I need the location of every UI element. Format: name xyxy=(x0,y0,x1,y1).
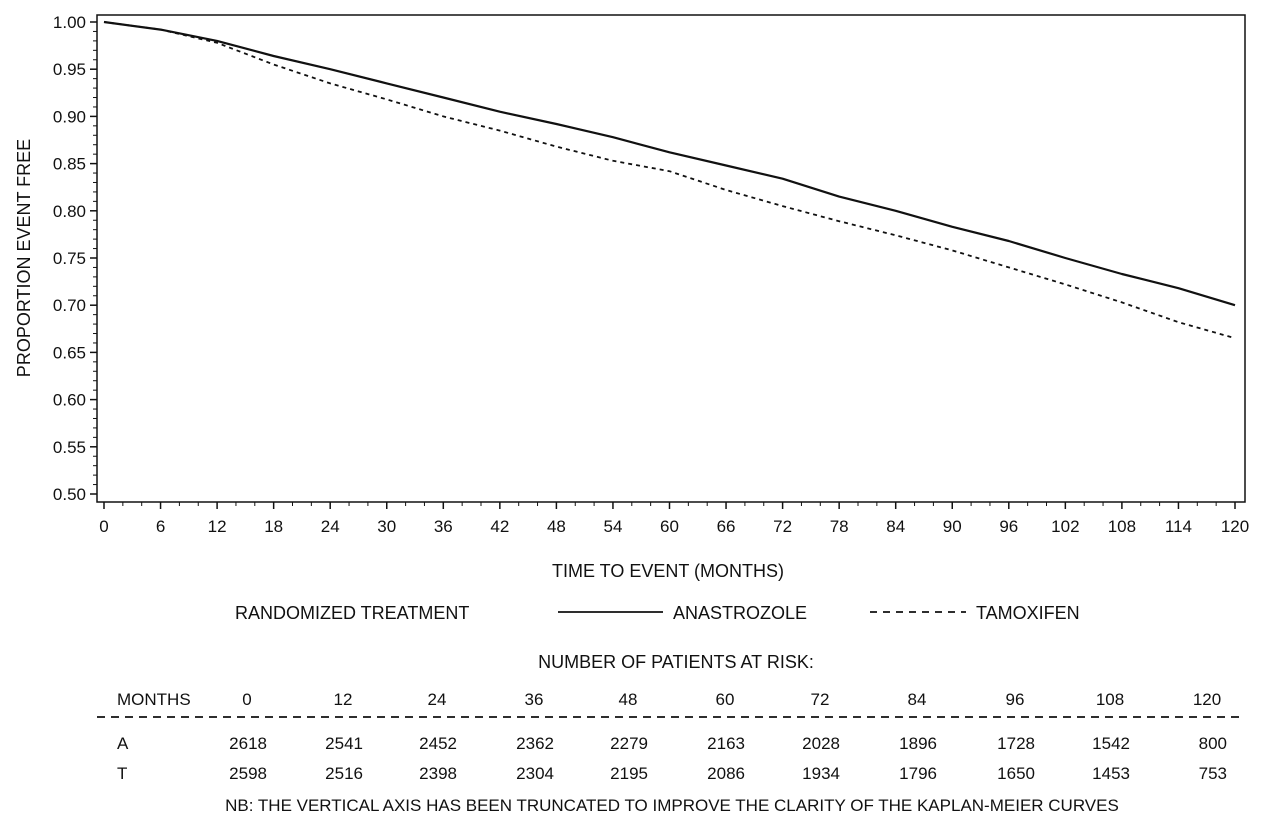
x-tick-label: 84 xyxy=(886,517,905,536)
footnote: NB: THE VERTICAL AXIS HAS BEEN TRUNCATED… xyxy=(225,796,1119,815)
risk-header-month: 48 xyxy=(619,690,638,709)
y-tick-label: 0.85 xyxy=(53,155,86,174)
x-tick-label: 30 xyxy=(377,517,396,536)
y-tick-label: 0.90 xyxy=(53,107,86,126)
risk-header-month: 108 xyxy=(1096,690,1124,709)
series-layer xyxy=(103,20,1236,340)
x-tick-label: 90 xyxy=(943,517,962,536)
y-tick-label: 0.75 xyxy=(53,249,86,268)
risk-cell-a: 2541 xyxy=(325,734,363,753)
risk-table-title: NUMBER OF PATIENTS AT RISK: xyxy=(538,652,814,672)
y-axis-title: PROPORTION EVENT FREE xyxy=(14,139,34,377)
series-line-anastrozole xyxy=(103,20,1236,307)
x-axis: 0 6 12 18 24 30 36 42 48 54 60 66 72 78 84 90 96 102 108 11… xyxy=(99,502,1249,536)
risk-cell-t: 2516 xyxy=(325,764,363,783)
x-tick-label: 6 xyxy=(156,517,165,536)
risk-cell-t: 753 xyxy=(1199,764,1227,783)
x-tick-label: 108 xyxy=(1108,517,1136,536)
x-tick-label: 12 xyxy=(208,517,227,536)
risk-row-t-label: T xyxy=(117,764,127,783)
legend-label-anastrozole: ANASTROZOLE xyxy=(673,603,807,623)
risk-cell-t: 2304 xyxy=(516,764,554,783)
risk-cell-a: 1728 xyxy=(997,734,1035,753)
risk-table: NUMBER OF PATIENTS AT RISK: MONTHS 0 12 24… xyxy=(97,652,1240,815)
x-tick-label: 102 xyxy=(1051,517,1079,536)
risk-header-month: 0 xyxy=(242,690,251,709)
x-tick-label: 96 xyxy=(999,517,1018,536)
risk-cell-a: 1542 xyxy=(1092,734,1130,753)
risk-cell-t: 2086 xyxy=(707,764,745,783)
x-tick-label: 36 xyxy=(434,517,453,536)
x-tick-label: 48 xyxy=(547,517,566,536)
x-axis-title: TIME TO EVENT (MONTHS) xyxy=(552,561,784,581)
risk-header-month: 24 xyxy=(428,690,447,709)
risk-header-month: 72 xyxy=(811,690,830,709)
risk-cell-a: 2618 xyxy=(229,734,267,753)
x-tick-label: 66 xyxy=(717,517,736,536)
risk-cell-t: 1934 xyxy=(802,764,840,783)
risk-cell-a: 800 xyxy=(1199,734,1227,753)
y-axis: 0.50 0.55 0.60 0.65 0.70 0.75 0.80 0.85 0.90 0.95… xyxy=(53,13,97,504)
risk-table-header: 0 12 24 36 48 60 72 84 96 108 120 xyxy=(242,690,1221,709)
x-tick-label: 60 xyxy=(660,517,679,536)
y-tick-label: 0.65 xyxy=(53,343,86,362)
risk-table-rows: 2618 2541 2452 2362 2279 2163 2028 1896 1728 1542… xyxy=(229,734,1227,783)
y-tick-label: 0.60 xyxy=(53,391,86,410)
risk-cell-a: 2028 xyxy=(802,734,840,753)
risk-cell-t: 2195 xyxy=(610,764,648,783)
risk-cell-t: 1650 xyxy=(997,764,1035,783)
x-tick-label: 120 xyxy=(1221,517,1249,536)
legend-label-tamoxifen: TAMOXIFEN xyxy=(976,603,1080,623)
x-tick-label: 78 xyxy=(830,517,849,536)
y-tick-label: 0.70 xyxy=(53,296,86,315)
risk-cell-a: 2362 xyxy=(516,734,554,753)
x-tick-label: 42 xyxy=(490,517,509,536)
legend: RANDOMIZED TREATMENT ANASTROZOLE TAMOXIF… xyxy=(235,603,1080,623)
y-tick-label: 0.80 xyxy=(53,202,86,221)
x-tick-label: 24 xyxy=(321,517,340,536)
x-tick-label: 72 xyxy=(773,517,792,536)
x-tick-label: 114 xyxy=(1165,517,1192,536)
risk-header-month: 12 xyxy=(334,690,353,709)
risk-cell-t: 2398 xyxy=(419,764,457,783)
risk-row-a-label: A xyxy=(117,734,129,753)
risk-header-month: 60 xyxy=(716,690,735,709)
risk-header-month: 36 xyxy=(525,690,544,709)
y-tick-label: 0.50 xyxy=(53,485,86,504)
risk-cell-t: 1796 xyxy=(899,764,937,783)
plot-frame xyxy=(96,14,1246,503)
legend-title: RANDOMIZED TREATMENT xyxy=(235,603,469,623)
risk-cell-a: 2452 xyxy=(419,734,457,753)
risk-cell-a: 1896 xyxy=(899,734,937,753)
risk-cell-t: 1453 xyxy=(1092,764,1130,783)
x-tick-label: 54 xyxy=(603,517,622,536)
y-tick-label: 1.00 xyxy=(53,13,86,32)
risk-header-month: 120 xyxy=(1193,690,1221,709)
risk-cell-t: 2598 xyxy=(229,764,267,783)
x-tick-label: 0 xyxy=(99,517,108,536)
risk-cell-a: 2163 xyxy=(707,734,745,753)
risk-header-month: 84 xyxy=(908,690,927,709)
y-tick-label: 0.55 xyxy=(53,438,86,457)
series-line-tamoxifen xyxy=(103,21,1236,340)
x-tick-label: 18 xyxy=(264,517,283,536)
risk-header-month: 96 xyxy=(1006,690,1025,709)
risk-cell-a: 2279 xyxy=(610,734,648,753)
risk-table-header-label: MONTHS xyxy=(117,690,191,709)
y-tick-label: 0.95 xyxy=(53,60,86,79)
